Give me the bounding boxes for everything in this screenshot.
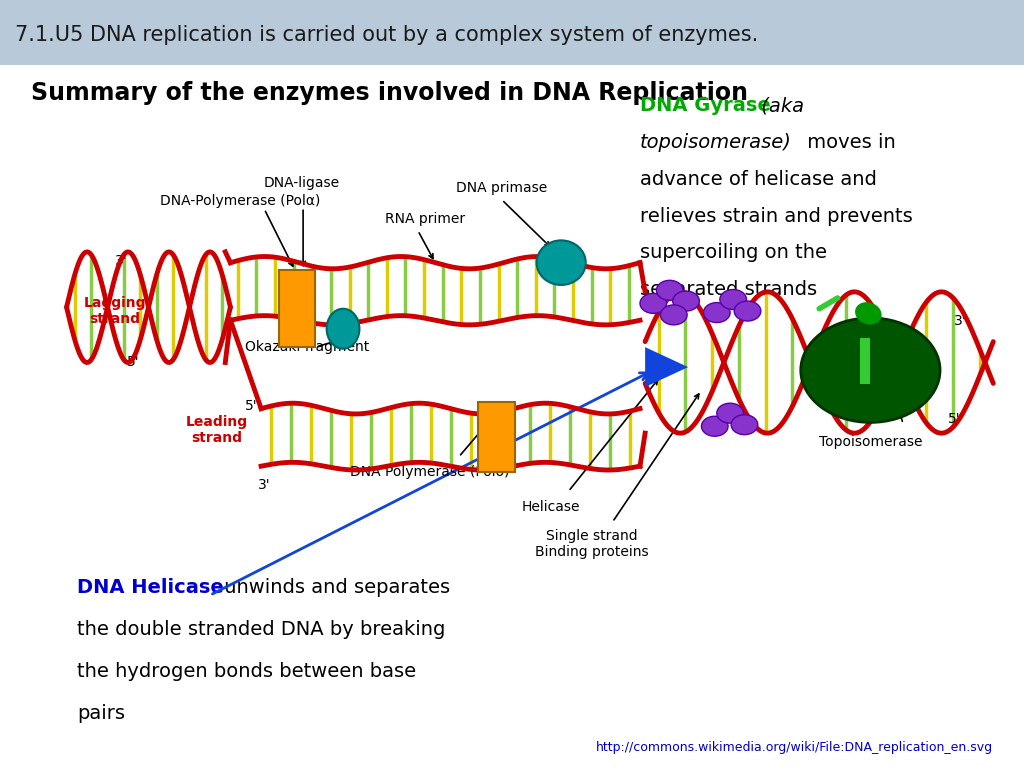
- Text: DNA Polymerase (Polδ): DNA Polymerase (Polδ): [350, 465, 510, 479]
- Polygon shape: [645, 347, 688, 387]
- Text: http://commons.wikimedia.org/wiki/File:DNA_replication_en.svg: http://commons.wikimedia.org/wiki/File:D…: [596, 741, 993, 754]
- Text: unwinds and separates: unwinds and separates: [218, 578, 451, 597]
- Text: Topoisomerase: Topoisomerase: [818, 435, 923, 449]
- Text: (aka: (aka: [755, 96, 804, 115]
- Ellipse shape: [855, 302, 882, 325]
- Text: DNA-Polymerase (Polα): DNA-Polymerase (Polα): [161, 194, 321, 208]
- Bar: [478, 402, 515, 472]
- Text: 5': 5': [127, 356, 139, 369]
- Text: advance of helicase and: advance of helicase and: [640, 170, 877, 189]
- Text: pairs: pairs: [77, 704, 125, 723]
- Text: DNA-ligase: DNA-ligase: [264, 176, 340, 190]
- Text: Lagging
strand: Lagging strand: [83, 296, 146, 326]
- Circle shape: [656, 280, 683, 300]
- Circle shape: [801, 318, 940, 422]
- Bar: [279, 270, 315, 347]
- Text: Single strand
Binding proteins: Single strand Binding proteins: [536, 528, 648, 559]
- Text: Okazaki fragment: Okazaki fragment: [245, 340, 370, 354]
- Text: Helicase: Helicase: [521, 500, 581, 514]
- Text: moves in: moves in: [801, 133, 896, 152]
- Text: supercoiling on the: supercoiling on the: [640, 243, 827, 263]
- Bar: [860, 338, 870, 384]
- Text: 7.1.U5 DNA replication is carried out by a complex system of enzymes.: 7.1.U5 DNA replication is carried out by…: [15, 25, 759, 45]
- Text: DNA primase: DNA primase: [456, 181, 548, 195]
- Circle shape: [701, 416, 728, 436]
- Text: the hydrogen bonds between base: the hydrogen bonds between base: [77, 662, 416, 681]
- Ellipse shape: [327, 309, 359, 349]
- Text: 3': 3': [115, 254, 127, 268]
- Text: separated strands: separated strands: [640, 280, 817, 300]
- Circle shape: [731, 415, 758, 435]
- Circle shape: [660, 305, 687, 325]
- Circle shape: [734, 301, 761, 321]
- Circle shape: [717, 403, 743, 423]
- Text: Summary of the enzymes involved in DNA Replication: Summary of the enzymes involved in DNA R…: [31, 81, 748, 104]
- Text: DNA Helicase: DNA Helicase: [77, 578, 223, 597]
- Text: 3': 3': [258, 478, 270, 492]
- Text: topoisomerase): topoisomerase): [640, 133, 792, 152]
- Text: relieves strain and prevents: relieves strain and prevents: [640, 207, 912, 226]
- Circle shape: [673, 291, 699, 311]
- Text: RNA primer: RNA primer: [385, 212, 465, 226]
- Circle shape: [640, 293, 667, 313]
- Ellipse shape: [537, 240, 586, 285]
- Text: Leading
strand: Leading strand: [186, 415, 248, 445]
- Bar: [0, 0, 1024, 65]
- Text: the double stranded DNA by breaking: the double stranded DNA by breaking: [77, 620, 445, 639]
- Text: 5': 5': [245, 399, 257, 412]
- Text: 3': 3': [954, 314, 967, 328]
- Text: 5': 5': [948, 412, 961, 425]
- Text: DNA Gyrase: DNA Gyrase: [640, 96, 771, 115]
- Circle shape: [720, 290, 746, 310]
- Circle shape: [703, 303, 730, 323]
